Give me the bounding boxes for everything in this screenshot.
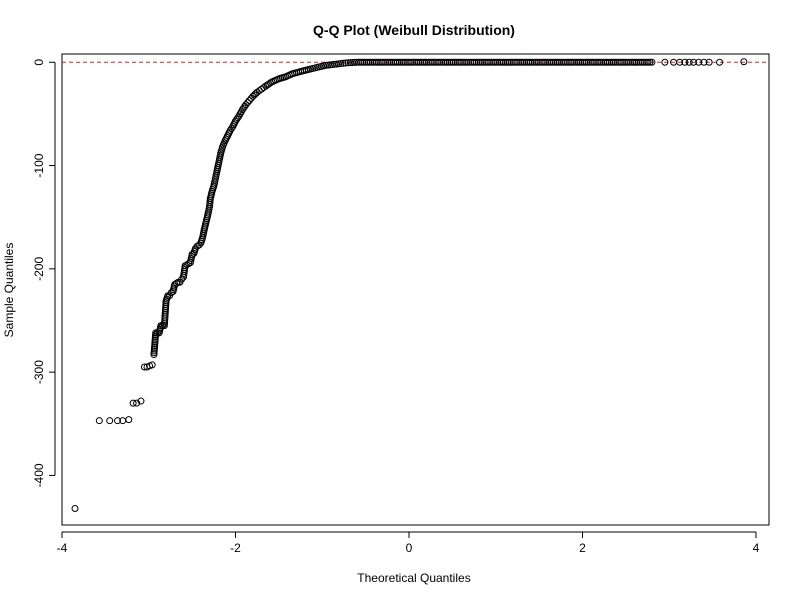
chart-title: Q-Q Plot (Weibull Distribution) xyxy=(313,22,515,38)
data-point xyxy=(676,58,684,66)
data-point xyxy=(133,399,141,407)
data-point xyxy=(137,397,145,405)
data-point xyxy=(71,504,79,512)
data-point xyxy=(700,58,708,66)
data-point xyxy=(125,416,133,424)
data-point xyxy=(231,117,239,125)
x-axis: -4 -2 0 2 4 xyxy=(57,531,760,555)
x-tick-label: -4 xyxy=(57,541,68,555)
data-point xyxy=(644,58,652,66)
data-point xyxy=(244,99,252,107)
data-point xyxy=(344,59,352,67)
data-point xyxy=(685,58,693,66)
data-point xyxy=(234,114,242,122)
data-point xyxy=(342,59,350,67)
data-point xyxy=(173,279,181,287)
y-axis-label: Sample Quantiles xyxy=(2,243,16,338)
data-point xyxy=(183,261,191,269)
data-point xyxy=(661,58,669,66)
data-point xyxy=(346,59,354,67)
y-tick-label: -300 xyxy=(32,360,46,384)
x-tick-label: 0 xyxy=(406,541,413,555)
data-point xyxy=(178,275,186,283)
y-tick-label: 0 xyxy=(32,59,46,66)
y-tick-label: -100 xyxy=(32,153,46,177)
x-axis-label: Theoretical Quantiles xyxy=(357,571,470,585)
data-point xyxy=(648,58,656,66)
data-point xyxy=(114,417,122,425)
y-axis: 0 -100 -200 -300 -400 xyxy=(32,59,56,487)
data-point xyxy=(181,262,189,270)
y-tick-label: -400 xyxy=(32,463,46,487)
x-tick-label: 2 xyxy=(579,541,586,555)
data-point xyxy=(148,361,156,369)
data-point xyxy=(695,58,703,66)
plot-frame xyxy=(61,53,770,526)
data-point xyxy=(339,59,347,67)
data-point xyxy=(240,104,248,112)
data-point xyxy=(140,363,148,371)
data-point xyxy=(646,58,654,66)
data-point xyxy=(238,106,246,114)
data-point xyxy=(95,417,103,425)
data-point xyxy=(195,241,203,249)
data-points xyxy=(71,58,748,512)
data-point xyxy=(705,58,713,66)
data-point xyxy=(129,399,137,407)
data-point xyxy=(716,58,724,66)
data-point xyxy=(740,58,748,66)
data-point xyxy=(106,417,114,425)
data-point xyxy=(681,58,689,66)
x-tick-label: -2 xyxy=(230,541,241,555)
y-tick-label: -200 xyxy=(32,257,46,281)
data-point xyxy=(690,58,698,66)
x-tick-label: 4 xyxy=(753,541,760,555)
data-point xyxy=(242,101,250,109)
data-point xyxy=(233,115,241,123)
data-point xyxy=(245,96,253,104)
